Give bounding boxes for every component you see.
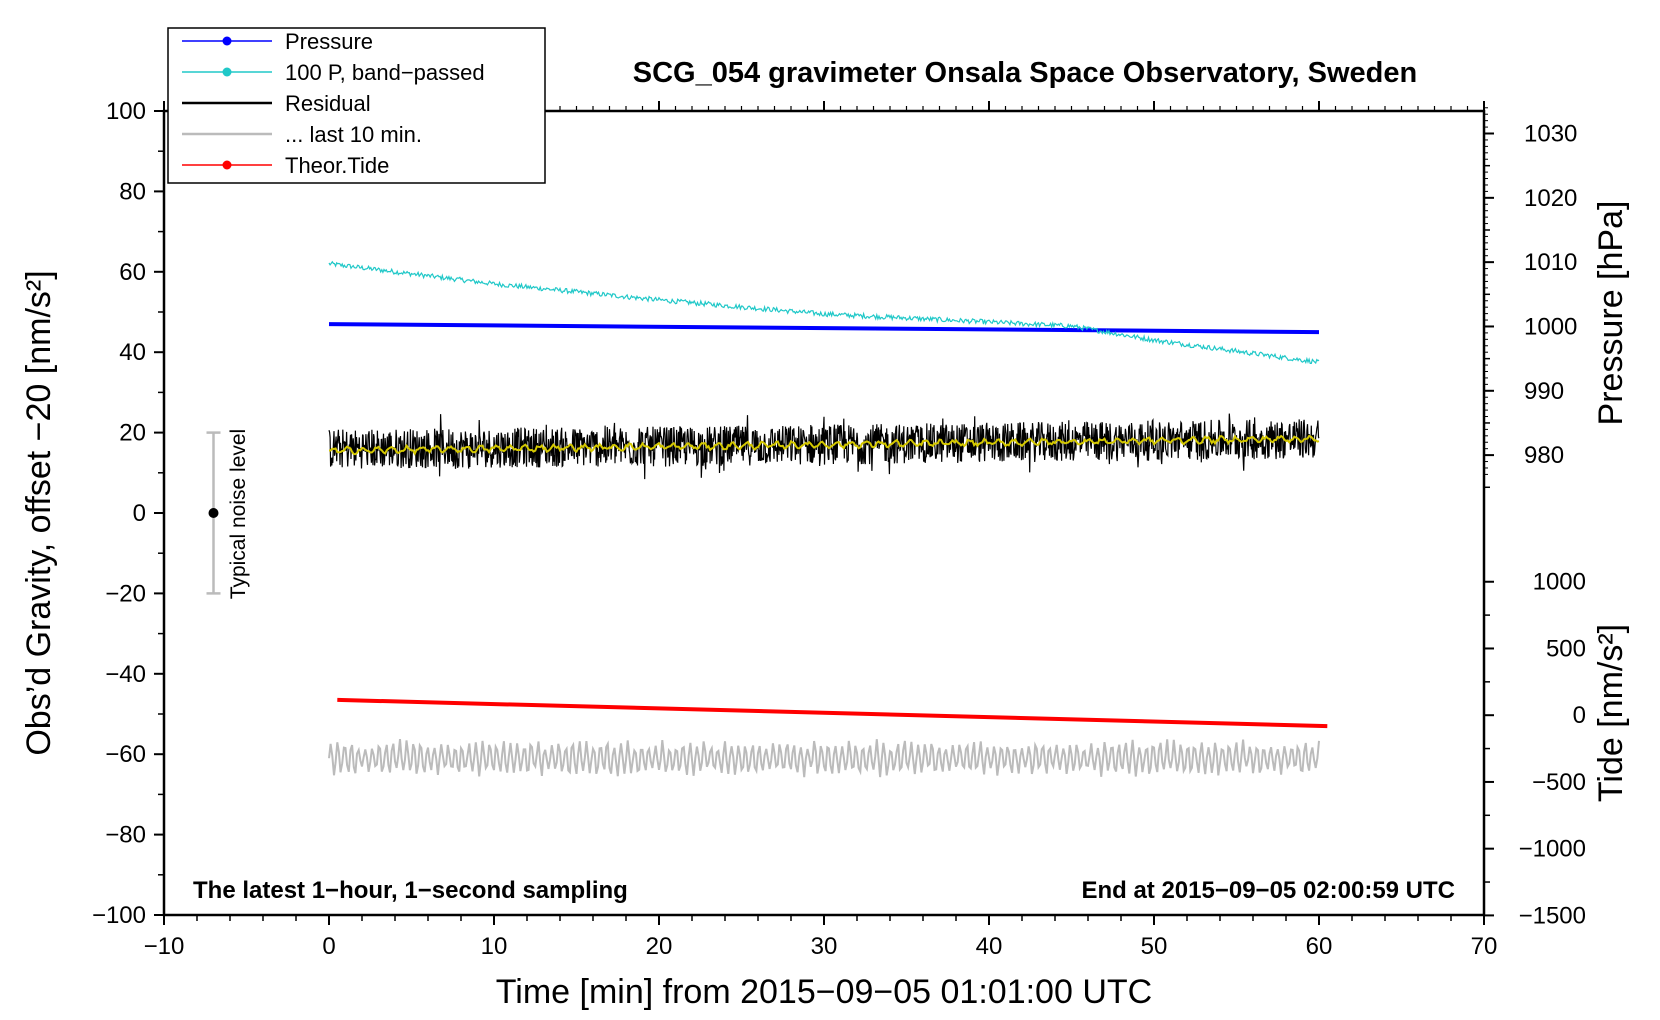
y-left-tick-label: 0 [133, 500, 146, 527]
legend-item: Pressure [182, 29, 373, 54]
legend-item: Theor.Tide [182, 153, 389, 178]
y-pressure-tick-label: 1010 [1524, 249, 1577, 276]
legend-item: 100 P, band−passed [182, 60, 485, 85]
y-pressure-axis-title: Pressure [hPa] [1592, 201, 1630, 426]
y-pressure-tick-label: 980 [1524, 442, 1564, 469]
y-pressure-tick-label: 1030 [1524, 121, 1577, 148]
x-tick-label: −10 [144, 933, 185, 960]
bottom-left-note: The latest 1−hour, 1−second sampling [193, 877, 628, 904]
y-left-tick-label: 40 [119, 339, 146, 366]
x-tick-label: 40 [976, 933, 1003, 960]
legend-item: ... last 10 min. [182, 122, 422, 147]
noise-center-point [208, 508, 219, 518]
y-pressure-tick-label: 990 [1524, 378, 1564, 405]
plot-frame [162, 109, 1486, 917]
y-tide-tick-label: 1000 [1533, 569, 1586, 596]
y-left-tick-label: −60 [105, 741, 146, 768]
y-left-axis-title: Obs’d Gravity, offset −20 [nm/s²] [20, 270, 58, 755]
series-pressure [328, 322, 1320, 335]
legend-box [167, 27, 546, 184]
series-pressure-band-passed [328, 260, 1320, 365]
x-axis-title: Time [min] from 2015−09−05 01:01:00 UTC [496, 973, 1152, 1011]
legend-label: ... last 10 min. [285, 122, 422, 147]
noise-label: Typical noise level [227, 429, 250, 599]
x-tick-label: 10 [481, 933, 508, 960]
bottom-right-note: End at 2015−09−05 02:00:59 UTC [1081, 877, 1455, 904]
legend-swatch-marker [222, 67, 232, 77]
y-left-tick-label: −80 [105, 822, 146, 849]
y-tide-tick-label: 0 [1573, 702, 1586, 729]
x-tick-labels: −10 0 10 20 30 40 50 60 70 [144, 933, 1498, 960]
y-tide-tick-label: −1500 [1519, 902, 1586, 929]
chart-series-layer [328, 260, 1328, 778]
y-left-tick-label: 80 [119, 178, 146, 205]
legend-label: Theor.Tide [285, 153, 389, 178]
series-residual-smoothed [329, 434, 1320, 456]
x-tick-label: 70 [1471, 933, 1498, 960]
series-residual [328, 413, 1320, 480]
x-tick-label: 20 [646, 933, 673, 960]
series-theor-tide [337, 697, 1328, 729]
y-left-tick-label: 20 [119, 420, 146, 447]
x-tick-label: 50 [1141, 933, 1168, 960]
y-left-tick-label: −40 [105, 661, 146, 688]
y-left-tick-label: 60 [119, 259, 146, 286]
chart-title: SCG_054 gravimeter Onsala Space Observat… [633, 57, 1417, 89]
noise-indicator: Typical noise level [206, 429, 250, 599]
y-left-tick-label: −100 [92, 902, 146, 929]
x-tick-label: 30 [811, 933, 838, 960]
legend-label: Residual [285, 91, 371, 116]
y-tide-tick-labels: 1000 500 0 −500 −1000 −1500 [1519, 569, 1586, 930]
y-left-tick-labels: 100 80 60 40 20 0 −20 −40 −60 −80 −100 [92, 98, 146, 929]
y-tide-axis-title: Tide [nm/s²] [1592, 624, 1630, 802]
axis-ticks [154, 101, 1494, 925]
legend-swatch-marker [222, 160, 232, 170]
legend-label: Pressure [285, 29, 373, 54]
series-last-10-min [328, 738, 1320, 778]
legend-item: Residual [182, 91, 371, 116]
x-tick-label: 0 [322, 933, 335, 960]
y-pressure-tick-labels: 1030 1020 1010 1000 990 980 [1524, 121, 1577, 470]
y-pressure-tick-label: 1000 [1524, 313, 1577, 340]
x-tick-label: 60 [1306, 933, 1333, 960]
y-tide-tick-label: 500 [1546, 635, 1586, 662]
y-tide-tick-label: −1000 [1519, 836, 1586, 863]
legend-label: 100 P, band−passed [285, 60, 485, 85]
legend-swatch-marker [222, 36, 232, 46]
y-pressure-tick-label: 1020 [1524, 185, 1577, 212]
y-left-tick-label: 100 [106, 98, 146, 125]
legend: Pressure 100 P, band−passed Residual ... la… [167, 27, 546, 184]
y-tide-tick-label: −500 [1532, 769, 1586, 796]
y-left-tick-label: −20 [105, 580, 146, 607]
